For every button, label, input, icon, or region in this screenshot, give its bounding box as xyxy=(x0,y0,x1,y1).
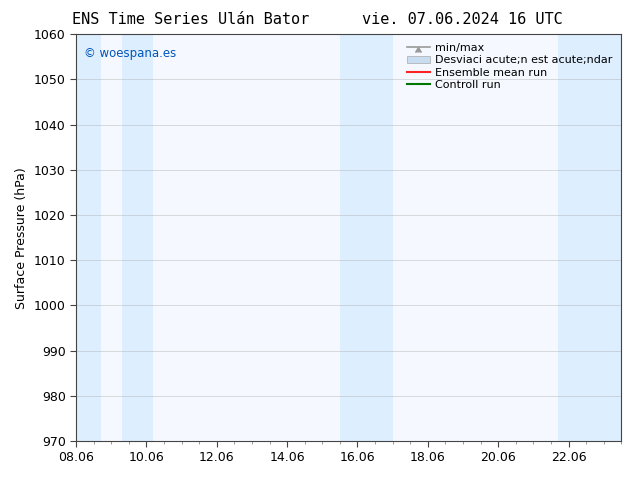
Text: ENS Time Series Ulán Bator: ENS Time Series Ulán Bator xyxy=(72,12,309,27)
Bar xyxy=(76,34,101,441)
Bar xyxy=(340,34,392,441)
Bar xyxy=(122,34,153,441)
Bar xyxy=(558,34,621,441)
Text: vie. 07.06.2024 16 UTC: vie. 07.06.2024 16 UTC xyxy=(363,12,563,27)
Text: © woespana.es: © woespana.es xyxy=(84,47,176,59)
Legend: min/max, Desviaci acute;n est acute;ndar, Ensemble mean run, Controll run: min/max, Desviaci acute;n est acute;ndar… xyxy=(404,40,616,93)
Y-axis label: Surface Pressure (hPa): Surface Pressure (hPa) xyxy=(15,167,29,309)
